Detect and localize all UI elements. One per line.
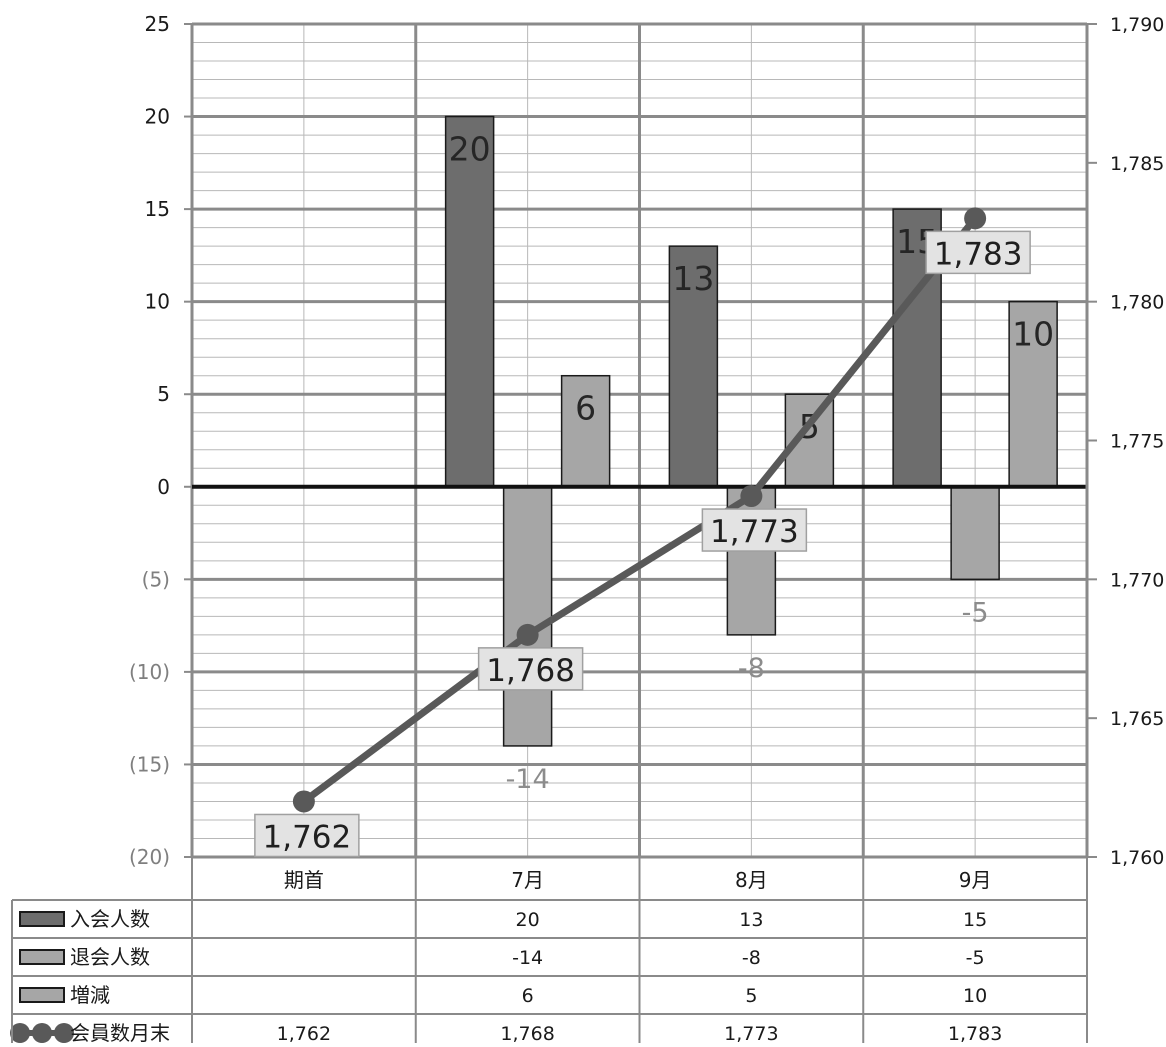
line-data-label: 1,773 [710, 514, 799, 550]
line-label-box [701, 508, 808, 552]
left-axis-tick-label: 5 [157, 382, 170, 406]
line-series-membership [300, 214, 979, 805]
line-points [292, 207, 987, 813]
line-data-labels: 1,762 1,768 1,773 1,783 [254, 230, 1031, 858]
legend-key-marker [54, 1023, 74, 1043]
table-header-cell: 期首 [284, 868, 324, 892]
line-label-box [925, 230, 1031, 275]
legend-key-bar [19, 949, 65, 965]
bar-data-label: 20 [449, 130, 491, 169]
left-axis-tick-label: 15 [145, 197, 170, 221]
bar-data-label: 13 [672, 259, 714, 298]
right-axis-tick-label: 1,765 [1110, 708, 1164, 730]
right-axis-tick-label: 1,790 [1110, 14, 1164, 36]
right-axis-tick-label: 1,775 [1110, 431, 1164, 453]
table-cell: 15 [963, 909, 987, 931]
line-point [740, 485, 763, 508]
left-axis-tick-label: (20) [129, 845, 170, 869]
left-axis-tick-label: 10 [145, 290, 170, 314]
bar-data-label: -14 [506, 764, 550, 795]
left-axis-tick-label: 20 [145, 105, 170, 129]
left-axis-tick-label: (10) [129, 660, 170, 684]
line-label-box [477, 647, 584, 691]
line-point [516, 623, 539, 646]
table-cell: 1,773 [724, 1023, 778, 1043]
right-axis: 1,790 1,785 1,780 1,775 1,770 1,765 1,760 [1087, 14, 1164, 869]
bar [950, 486, 1000, 581]
legend-key-marker [32, 1023, 52, 1043]
table-cell: 1,783 [948, 1023, 1002, 1043]
line-data-label: 1,783 [934, 236, 1023, 272]
left-axis-tick-label: 0 [157, 475, 170, 499]
table-row-label: 退会人数 [70, 945, 150, 969]
table-cell: -5 [966, 947, 985, 969]
right-axis-tick-label: 1,770 [1110, 569, 1164, 591]
table-row-label: 会員数月末 [70, 1021, 170, 1043]
right-axis-tick-label: 1,780 [1110, 292, 1164, 314]
bar [668, 245, 719, 488]
legend-key-bar [19, 987, 65, 1003]
table-header-cell: 9月 [959, 868, 992, 892]
table-cell: -14 [512, 947, 543, 969]
left-axis-tick-label: (5) [142, 567, 170, 591]
left-axis-tick-label: (15) [129, 752, 170, 776]
line-label-box [254, 813, 360, 858]
table-cell: 5 [745, 985, 757, 1007]
line-point [964, 207, 987, 230]
left-axis-tick-label: 25 [145, 12, 170, 36]
bar-data-label: 6 [575, 389, 596, 428]
major-gridlines [190, 22, 1089, 859]
table-cell: 13 [739, 909, 763, 931]
table-cell: 6 [522, 985, 534, 1007]
line-data-label: 1,762 [263, 819, 352, 855]
legend-key-marker [10, 1023, 30, 1043]
bar-data-label: 10 [1012, 315, 1054, 354]
table-cell: 20 [516, 909, 540, 931]
table-row-label: 入会人数 [70, 907, 150, 931]
right-axis-tick-label: 1,785 [1110, 153, 1164, 175]
line-data-label: 1,768 [486, 653, 575, 689]
left-axis: 25 20 15 10 5 0 (5) (10) (15) (20) [129, 12, 192, 869]
table-row-label: 増減 [70, 983, 110, 1007]
bar [1008, 300, 1058, 488]
right-axis-tick-label: 1,760 [1110, 847, 1164, 869]
table-cell: -8 [742, 947, 761, 969]
legend-key-bar [19, 911, 65, 927]
bar [502, 486, 553, 747]
table-cell: 10 [963, 985, 987, 1007]
bar-data-label: -8 [738, 653, 765, 684]
table-header-cell: 8月 [735, 868, 768, 892]
bar [444, 115, 495, 488]
table-cell: 1,768 [500, 1023, 554, 1043]
line-point [292, 790, 315, 813]
bar-data-label: -5 [962, 597, 989, 628]
table-header-cell: 7月 [511, 868, 544, 892]
table-cell: 1,762 [277, 1023, 331, 1043]
